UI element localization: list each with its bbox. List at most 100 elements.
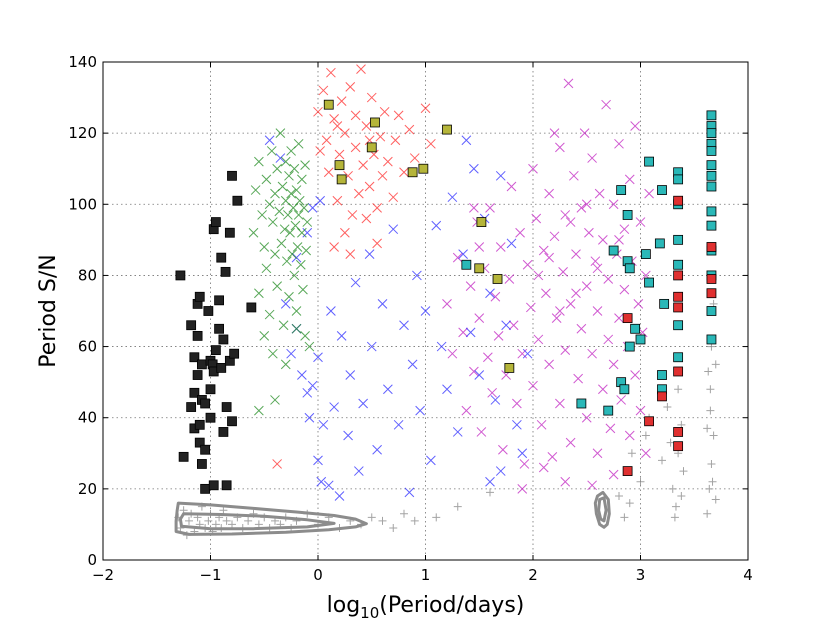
- plus-point: [260, 513, 269, 522]
- cross-point: [592, 263, 603, 274]
- cross-point: [289, 270, 300, 281]
- square-point: [706, 146, 717, 156]
- square-point: [619, 384, 630, 395]
- cross-point: [560, 210, 571, 220]
- y-tick-label: 100: [68, 195, 97, 213]
- plus-point: [179, 506, 188, 515]
- cross-point: [431, 220, 442, 231]
- y-tick-label: 0: [87, 551, 97, 569]
- cross-point: [279, 224, 290, 235]
- cross-point: [531, 213, 542, 224]
- cross-point: [465, 281, 476, 291]
- plus-point: [674, 385, 683, 394]
- plus-point: [670, 513, 679, 522]
- cross-point: [404, 124, 415, 135]
- square-point: [706, 181, 717, 192]
- cross-point: [275, 153, 286, 163]
- cross-point: [579, 128, 590, 138]
- square-point: [208, 480, 219, 491]
- square-point: [673, 352, 684, 363]
- cross-point: [495, 170, 506, 181]
- plus-point: [303, 509, 312, 518]
- cross-point: [248, 227, 259, 238]
- square-point: [227, 416, 237, 427]
- cross-point: [614, 235, 624, 245]
- cross-point: [487, 387, 498, 398]
- x-tick-label: 2: [528, 566, 538, 584]
- cross-point: [366, 341, 377, 352]
- plus-point: [228, 520, 236, 529]
- square-point: [192, 330, 203, 341]
- cross-point: [571, 288, 581, 299]
- square-point: [186, 402, 197, 412]
- cross-point: [536, 419, 547, 430]
- cross-point: [490, 395, 501, 405]
- plus-point: [453, 502, 462, 511]
- cross-point: [624, 174, 635, 185]
- cross-point: [412, 270, 422, 281]
- square-point: [673, 320, 684, 331]
- square-point: [189, 352, 200, 363]
- cross-point: [361, 213, 372, 224]
- square-point: [186, 320, 197, 331]
- cross-point: [340, 227, 350, 238]
- cross-point: [318, 85, 329, 96]
- cross-point: [307, 380, 318, 391]
- cross-point: [635, 405, 646, 416]
- square-point: [644, 277, 654, 288]
- cross-point: [587, 348, 597, 359]
- cross-point: [474, 242, 485, 252]
- square-point: [194, 419, 205, 430]
- cross-point: [469, 366, 479, 377]
- plus-point: [314, 520, 322, 529]
- cross-point: [624, 430, 635, 441]
- plus-point: [281, 513, 290, 522]
- square-point: [706, 334, 717, 345]
- cross-point: [284, 291, 294, 302]
- cross-point: [264, 135, 275, 146]
- cross-point: [603, 334, 614, 345]
- square-point: [673, 366, 684, 377]
- cross-point: [334, 491, 345, 501]
- cross-point: [399, 320, 409, 331]
- square-point: [227, 170, 237, 181]
- cross-point: [605, 423, 616, 434]
- square-point: [504, 363, 515, 373]
- cross-point: [490, 291, 501, 302]
- cross-point: [272, 459, 283, 469]
- cross-point: [598, 384, 608, 395]
- square-point: [407, 167, 418, 178]
- cross-point: [517, 448, 528, 459]
- plus-point: [222, 516, 231, 525]
- plus-point: [346, 516, 355, 525]
- cross-point: [426, 138, 436, 149]
- square-point: [210, 217, 221, 227]
- plus-point: [219, 506, 228, 515]
- cross-point: [275, 128, 286, 138]
- square-point: [706, 160, 717, 171]
- cross-point: [581, 412, 592, 423]
- plus-point: [233, 513, 242, 522]
- square-point: [205, 412, 216, 423]
- square-point: [624, 263, 635, 274]
- plus-point: [663, 403, 672, 412]
- square-point: [221, 402, 232, 412]
- cross-point: [442, 384, 452, 395]
- square-point: [659, 298, 670, 309]
- cross-point: [315, 146, 326, 156]
- cross-point: [590, 256, 601, 267]
- square-point: [214, 295, 225, 306]
- cross-point: [316, 476, 327, 487]
- square-point: [221, 480, 232, 491]
- plus-point: [201, 523, 210, 532]
- cross-point: [277, 181, 288, 192]
- cross-point: [555, 306, 565, 316]
- square-point: [673, 174, 684, 185]
- cross-point: [547, 451, 558, 462]
- cross-point: [549, 128, 560, 138]
- square-point: [196, 359, 207, 370]
- square-point: [640, 249, 651, 259]
- cyan-squares-series: [461, 110, 717, 416]
- plus-point: [677, 491, 686, 500]
- cross-point: [291, 185, 302, 195]
